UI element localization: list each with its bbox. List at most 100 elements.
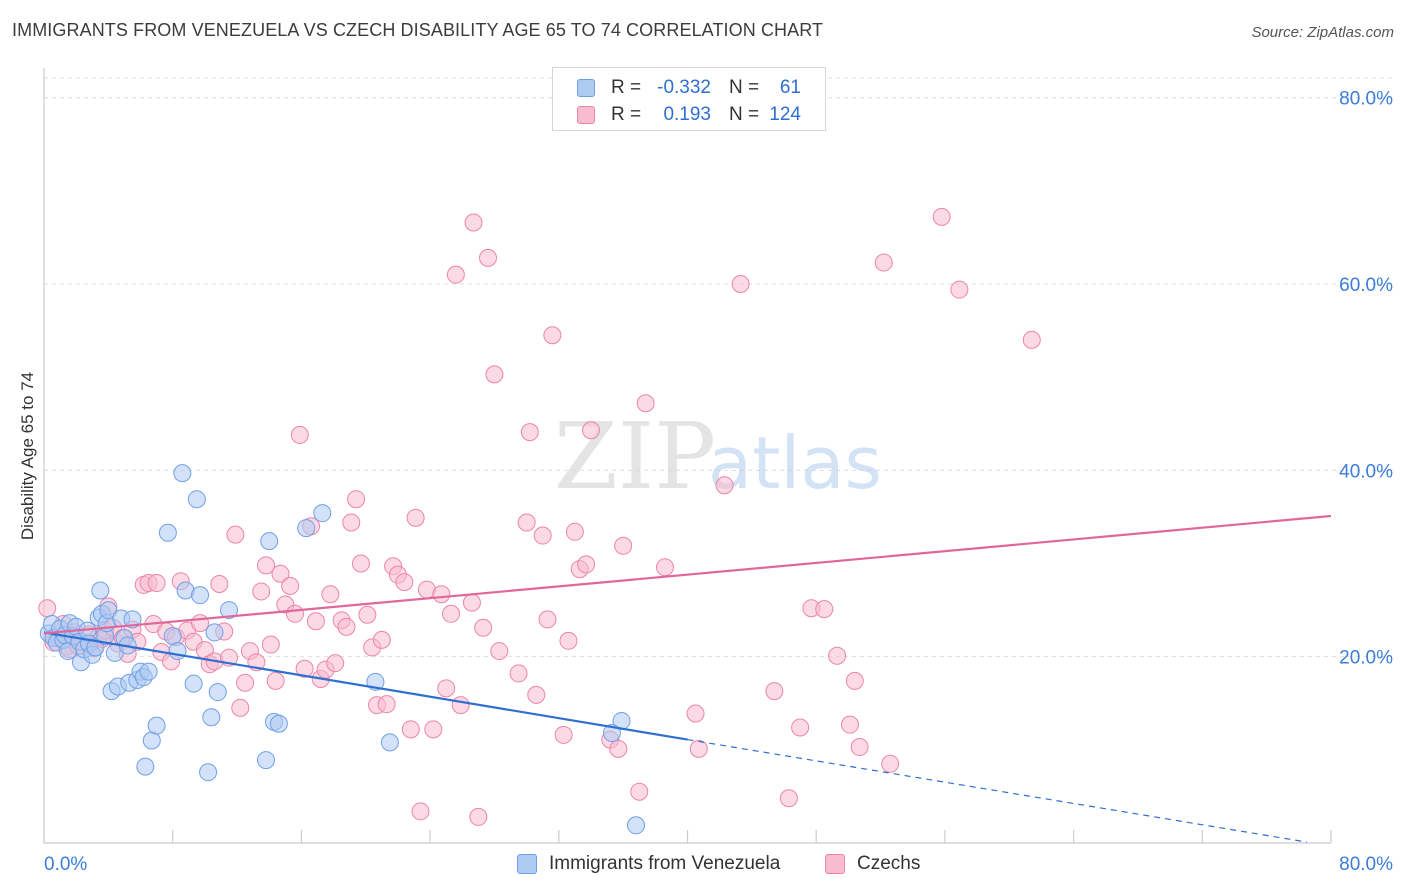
czech-point [406,508,425,527]
legend-label-venezuela: Immigrants from Venezuela [549,853,781,874]
venezuela-point [158,523,177,542]
czech-point [295,659,314,678]
czech-point [326,654,345,673]
venezuela-point [257,751,276,770]
source-label: Source: ZipAtlas.com [1251,24,1394,41]
czech-point [469,807,488,826]
czech-point [655,558,674,577]
venezuela-point [139,662,158,681]
n-value: 124 [769,104,801,125]
czech-point [609,739,628,758]
czech-point [731,274,750,293]
venezuela-point [380,733,399,752]
czech-point [479,248,498,267]
czech-point [395,573,414,592]
venezuela-point [202,708,221,727]
venezuela-point [297,519,316,538]
czech-point [266,671,285,690]
stats-legend-row-czechs: R = 0.193 N = 124 [553,102,825,128]
czech-point [411,802,430,821]
legend-swatch-venezuela [517,854,537,874]
czech-point [462,593,481,612]
czech-point [881,754,900,773]
watermark-atlas: atlas [708,421,882,505]
czech-point [401,720,420,739]
czech-point [432,585,451,604]
czech-point [485,365,504,384]
y-axis-label: Disability Age 65 to 74 [18,372,37,540]
trend-lines [43,514,1332,843]
venezuela-point [168,642,187,661]
czech-point [840,715,859,734]
czech-point [210,574,229,593]
czech-point [147,574,166,593]
n-value: 61 [779,77,801,98]
r-value: -0.332 [657,77,711,98]
czech-point [236,673,255,692]
r-value: 0.193 [663,104,711,125]
y-tick-label: 20.0% [1339,648,1393,669]
czech-point [464,213,483,232]
data-points [38,207,1041,835]
czech-point [351,554,370,573]
czech-point [950,280,969,299]
czech-point [686,704,705,723]
venezuela-point [313,504,332,523]
venezuela-point [191,586,210,605]
legend-swatch-venezuela [577,79,595,97]
czech-point [321,585,340,604]
venezuela-point [208,683,227,702]
czech-point [527,685,546,704]
czech-point [543,326,562,345]
venezuela-trend-line [43,631,688,741]
czech-point [290,425,309,444]
czech-point [281,576,300,595]
czech-point [337,617,356,636]
czech-point [509,664,528,683]
x-tick-label: 80.0% [1339,854,1393,875]
czech-point [874,253,893,272]
czech-point [257,556,276,575]
czech-point [342,513,361,532]
venezuela-point [627,816,646,835]
czech-point [490,642,509,661]
stats-legend-row-venezuela: R = -0.332 N = 61 [553,75,825,101]
czech-point [533,526,552,545]
czech-point [261,635,280,654]
y-tick-label: 40.0% [1339,461,1393,482]
czech-point [765,682,784,701]
r-label: R = [611,104,642,125]
czech-point [517,513,536,532]
venezuela-point [260,532,279,551]
czech-point [520,423,539,442]
tick-labels: 20.0% 40.0% 60.0% 80.0% 0.0% 80.0% [44,89,1393,875]
n-label: N = [729,77,760,98]
czech-point [565,522,584,541]
legend-label-czechs: Czechs [857,853,921,874]
czech-point [689,739,708,758]
venezuela-point [99,601,118,620]
chart-title: IMMIGRANTS FROM VENEZUELA VS CZECH DISAB… [12,20,824,40]
czech-point [231,698,250,717]
czech-point [377,695,396,714]
venezuela-point [147,716,166,735]
czech-point [285,604,304,623]
venezuela-point [199,763,218,782]
watermark-zip: ZIP [554,403,716,510]
czech-point [358,605,377,624]
venezuela-point [184,674,203,693]
czech-point [347,490,366,509]
axes [43,68,1332,844]
series-legend: Immigrants from Venezuela Czechs [0,852,1406,878]
czech-trend-line [43,514,1332,635]
czech-point [581,421,600,440]
y-tick-label: 60.0% [1339,275,1393,296]
watermark: ZIP atlas [554,403,882,510]
legend-swatch-czechs [577,106,595,124]
czech-point [636,394,655,413]
czech-point [372,630,391,649]
venezuela-point [269,714,288,733]
czech-point [446,265,465,284]
czech-point [38,599,57,618]
